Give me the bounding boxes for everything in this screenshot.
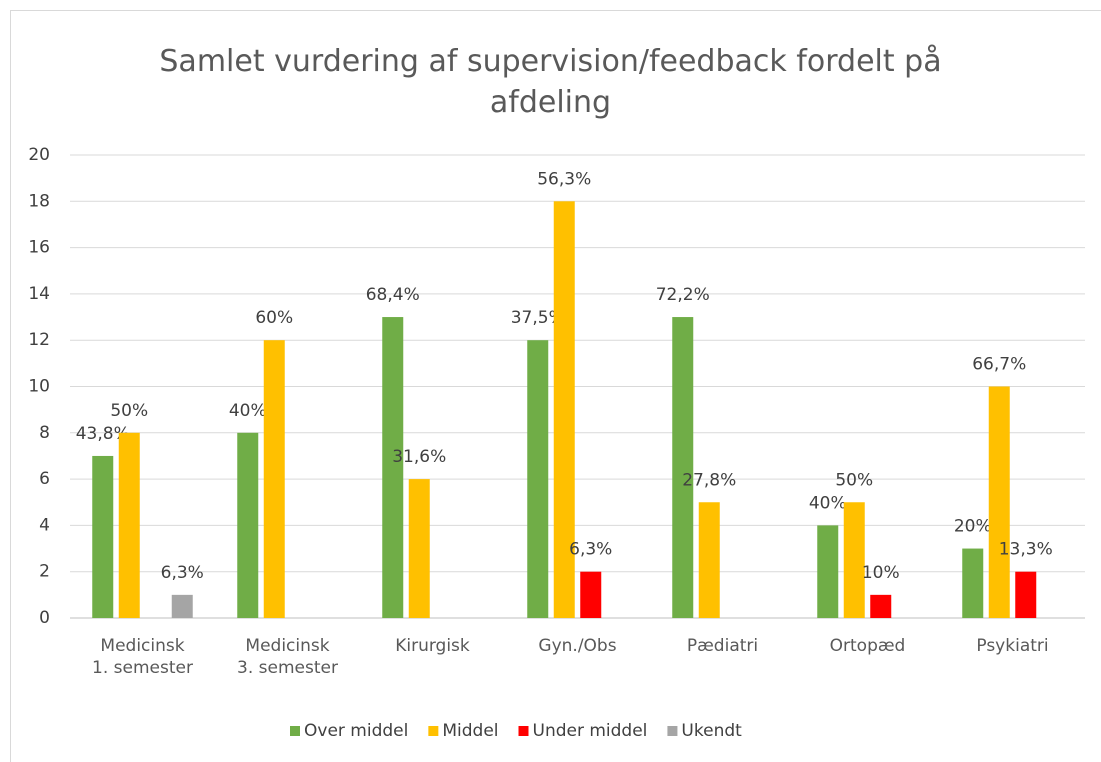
legend-swatch	[518, 726, 529, 736]
x-tick-label: Pædiatri	[686, 636, 759, 656]
data-label: 13,3%	[999, 540, 1053, 560]
legend-label: Middel	[442, 721, 498, 741]
x-tick-label: Gyn./Obs	[538, 636, 617, 656]
chart-title: Samlet vurdering af supervision/feedback…	[159, 44, 942, 120]
x-tick-label: Psykiatri	[976, 636, 1049, 656]
bar	[580, 571, 602, 618]
data-label: 60%	[255, 308, 293, 328]
bar	[672, 317, 694, 618]
bar	[237, 432, 259, 618]
bar	[263, 340, 285, 618]
bar	[527, 340, 549, 618]
bar	[988, 386, 1010, 618]
data-label: 10%	[862, 563, 900, 583]
legend-swatch	[667, 726, 678, 736]
x-tick-label: Ortopæd	[829, 636, 906, 656]
chart-border	[10, 10, 1101, 762]
data-label: 43,8%	[76, 424, 130, 444]
bar	[962, 548, 984, 618]
data-label: 40%	[229, 401, 267, 421]
y-tick-label: 14	[28, 284, 50, 304]
data-label: 27,8%	[682, 470, 736, 490]
x-tick-label: Medicinsk 3. semester	[237, 636, 338, 678]
data-label: 66,7%	[972, 355, 1026, 375]
y-tick-label: 18	[28, 191, 50, 211]
y-tick-label: 2	[39, 562, 50, 582]
bar	[817, 525, 839, 618]
bar	[118, 432, 140, 618]
data-label: 68,4%	[366, 285, 420, 305]
y-tick-label: 0	[39, 608, 50, 628]
data-label: 20%	[954, 517, 992, 537]
bar	[382, 317, 404, 618]
legend-label: Over middel	[304, 721, 408, 741]
bar	[843, 502, 865, 618]
data-label: 37,5%	[511, 308, 565, 328]
data-label: 31,6%	[392, 447, 446, 467]
data-label: 6,3%	[569, 540, 612, 560]
y-tick-label: 10	[28, 377, 50, 397]
x-tick-label: Medicinsk 1. semester	[92, 636, 193, 678]
y-tick-label: 8	[39, 423, 50, 443]
bar	[171, 594, 193, 618]
data-label: 50%	[835, 470, 873, 490]
bar	[698, 502, 720, 618]
data-label: 56,3%	[537, 169, 591, 189]
bar	[408, 479, 430, 618]
legend-swatch	[428, 726, 439, 736]
legend-label: Ukendt	[681, 721, 742, 741]
data-label: 72,2%	[656, 285, 710, 305]
bar	[870, 594, 892, 618]
bar	[92, 455, 114, 618]
legend-label: Under middel	[533, 721, 648, 741]
y-tick-label: 6	[39, 469, 50, 489]
x-tick-label: Kirurgisk	[395, 636, 470, 656]
bar	[1015, 571, 1037, 618]
data-label: 40%	[809, 493, 847, 513]
data-label: 6,3%	[161, 563, 204, 583]
bar	[553, 201, 575, 619]
y-tick-label: 16	[28, 238, 50, 258]
data-label: 50%	[110, 401, 148, 421]
y-tick-label: 20	[28, 145, 50, 165]
y-tick-label: 4	[39, 515, 50, 535]
y-tick-label: 12	[28, 330, 50, 350]
legend-swatch	[290, 726, 300, 736]
